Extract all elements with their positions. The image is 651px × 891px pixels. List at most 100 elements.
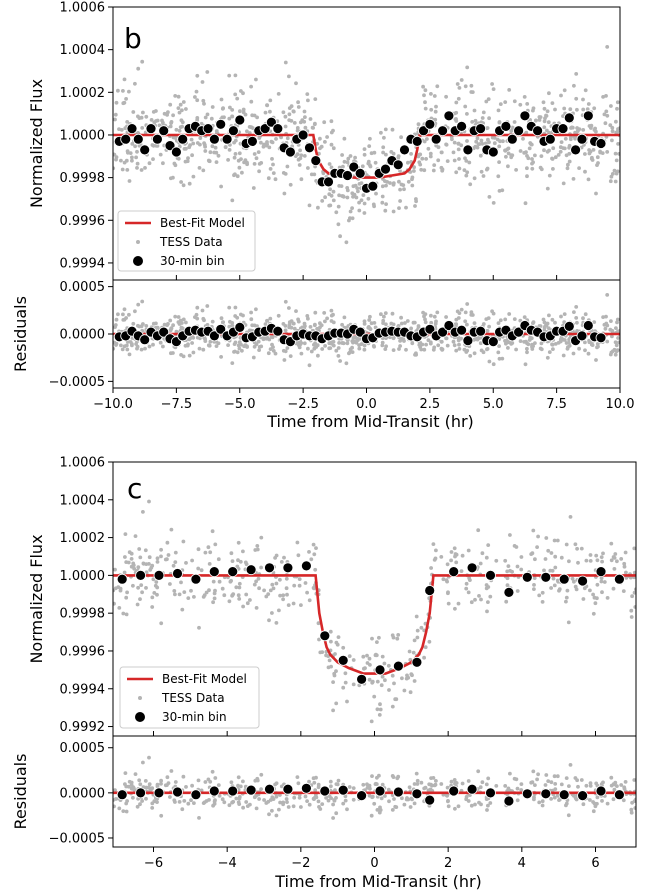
residual-data-point bbox=[429, 320, 434, 325]
tess-data-point bbox=[466, 590, 471, 595]
residual-data-point bbox=[390, 311, 395, 316]
tess-data-point bbox=[390, 704, 395, 709]
residual-data-point bbox=[176, 315, 181, 319]
tess-data-point bbox=[397, 179, 401, 184]
tess-data-point bbox=[209, 116, 214, 121]
residual-binned-point bbox=[513, 326, 524, 338]
tess-data-point bbox=[619, 557, 624, 561]
panel-c-residual-binned-points bbox=[116, 782, 625, 807]
y-tick-label: 0.9998 bbox=[60, 607, 106, 622]
residual-data-point bbox=[305, 799, 309, 803]
binned-point bbox=[259, 123, 271, 135]
residual-data-point bbox=[124, 809, 129, 814]
tess-data-point bbox=[521, 136, 525, 141]
tess-data-point bbox=[451, 150, 456, 155]
residual-data-point bbox=[295, 775, 300, 779]
tess-data-point bbox=[181, 539, 186, 544]
tess-data-point bbox=[144, 114, 149, 119]
residual-data-point bbox=[433, 321, 438, 326]
residual-data-point bbox=[127, 352, 132, 357]
residual-data-point bbox=[182, 799, 187, 803]
tess-data-point bbox=[573, 584, 578, 589]
tess-data-point bbox=[589, 126, 593, 130]
tess-data-point bbox=[469, 600, 474, 605]
tess-data-point bbox=[285, 592, 289, 597]
tess-data-point bbox=[441, 577, 446, 582]
residual-data-point bbox=[207, 343, 212, 348]
tess-data-point bbox=[429, 566, 433, 570]
tess-data-point bbox=[408, 690, 413, 695]
residual-data-point bbox=[316, 353, 320, 358]
tess-data-point bbox=[223, 145, 228, 149]
residual-data-point bbox=[369, 813, 374, 818]
residual-data-point bbox=[350, 350, 355, 354]
residual-data-point bbox=[399, 315, 403, 320]
tess-data-point bbox=[583, 88, 588, 93]
binned-point bbox=[443, 110, 455, 122]
tess-data-point bbox=[599, 576, 604, 580]
residual-data-point bbox=[227, 324, 232, 329]
tess-data-point bbox=[456, 601, 461, 606]
residual-data-point bbox=[532, 795, 536, 800]
residual-data-point bbox=[588, 798, 592, 802]
tess-data-point bbox=[492, 136, 497, 140]
tess-data-point bbox=[609, 174, 614, 179]
residual-data-point bbox=[190, 783, 195, 788]
residual-data-point bbox=[440, 347, 445, 352]
tess-data-point bbox=[404, 205, 408, 210]
residual-binned-point bbox=[282, 783, 294, 795]
residual-data-point bbox=[503, 784, 508, 788]
y-tick-label: 0.9994 bbox=[60, 682, 106, 697]
residual-data-point bbox=[454, 322, 459, 327]
residual-data-point bbox=[283, 349, 288, 354]
residual-binned-point bbox=[595, 332, 607, 344]
residual-data-point bbox=[305, 314, 310, 318]
residual-data-point bbox=[444, 336, 449, 341]
panel-b-flux-y-ticks: 1.00061.00041.00021.00000.99980.99960.99… bbox=[60, 1, 113, 271]
y-tick-label: 0.0005 bbox=[60, 280, 106, 295]
residual-data-point bbox=[368, 327, 373, 331]
tess-data-point bbox=[327, 658, 332, 663]
tess-data-point bbox=[345, 160, 350, 165]
tess-data-point bbox=[150, 143, 155, 147]
residual-data-point bbox=[395, 776, 400, 781]
residual-data-point bbox=[613, 352, 618, 357]
tess-data-point bbox=[249, 84, 254, 89]
residual-data-point bbox=[227, 305, 232, 310]
residual-data-point bbox=[497, 356, 502, 361]
tess-data-point bbox=[288, 182, 293, 187]
tess-data-point bbox=[220, 586, 225, 591]
tess-data-point bbox=[351, 194, 355, 199]
residual-data-point bbox=[575, 320, 579, 325]
tess-data-point bbox=[228, 579, 233, 584]
residual-data-point bbox=[391, 335, 396, 340]
tess-data-point bbox=[267, 145, 272, 150]
legend-label: Best-Fit Model bbox=[160, 216, 245, 230]
panel-b: 1.00061.00041.00021.00000.99980.99960.99… bbox=[11, 1, 634, 432]
tess-data-point bbox=[148, 568, 153, 572]
tess-data-point bbox=[177, 110, 182, 115]
residual-data-point bbox=[252, 344, 257, 349]
tess-data-point bbox=[331, 708, 335, 713]
tess-data-point bbox=[171, 113, 176, 118]
residual-data-point bbox=[208, 779, 213, 784]
tess-data-point bbox=[212, 596, 217, 601]
residual-binned-point bbox=[462, 335, 474, 347]
residual-data-point bbox=[186, 342, 190, 347]
tess-data-point bbox=[350, 191, 355, 196]
residual-data-point bbox=[113, 346, 116, 351]
residual-data-point bbox=[247, 328, 252, 333]
tess-data-point bbox=[524, 130, 529, 135]
tess-data-point bbox=[136, 565, 141, 570]
residual-data-point bbox=[181, 774, 186, 779]
tess-data-point bbox=[479, 597, 483, 602]
tess-data-point bbox=[299, 603, 303, 607]
tess-data-point bbox=[195, 73, 200, 78]
residual-data-point bbox=[415, 778, 420, 783]
tess-data-point bbox=[395, 636, 400, 641]
tess-data-point bbox=[292, 121, 297, 125]
tess-data-point bbox=[312, 586, 316, 591]
tess-data-point bbox=[553, 565, 558, 570]
residual-data-point bbox=[403, 321, 407, 325]
tess-data-point bbox=[566, 620, 571, 625]
